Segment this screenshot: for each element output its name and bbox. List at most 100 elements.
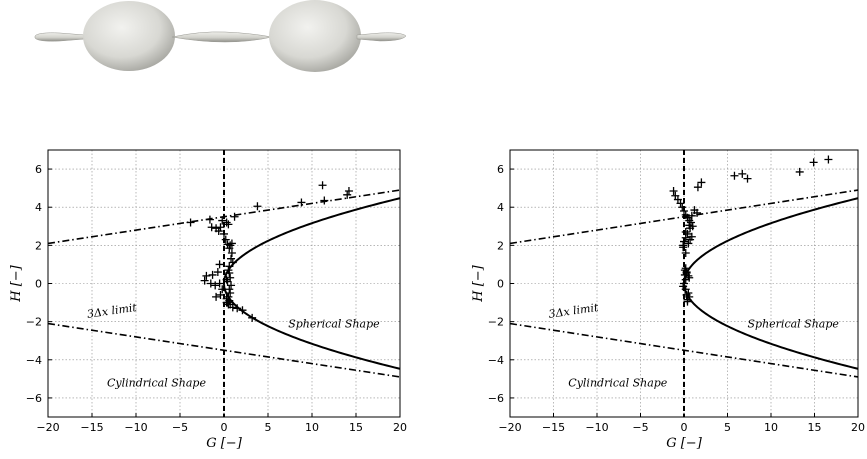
data-point	[226, 289, 235, 298]
x-tick-label: 15	[808, 421, 822, 434]
data-point	[228, 303, 237, 312]
thread-right	[356, 32, 407, 42]
data-point	[213, 268, 222, 277]
data-point	[682, 290, 691, 299]
data-point	[230, 212, 239, 221]
x-tick-label: 10	[305, 421, 319, 434]
y-tick-label: −4	[26, 354, 42, 367]
data-point	[686, 235, 695, 244]
x-axis-label: G [−]	[666, 436, 702, 451]
y-axis-label: H [−]	[9, 264, 24, 302]
x-tick-label: −20	[498, 421, 521, 434]
data-point	[320, 196, 329, 205]
data-point	[680, 237, 688, 246]
plot-content	[510, 150, 858, 417]
data-point	[297, 198, 306, 207]
limit-line-upper	[510, 189, 858, 245]
y-tick-label: 2	[35, 239, 42, 252]
data-point	[697, 178, 706, 187]
annotation-limit: 3Δx limit	[86, 301, 138, 321]
y-tick-label: 4	[497, 201, 504, 214]
annotation-cylindrical: Cylindrical Shape	[107, 376, 207, 389]
plot-content	[48, 150, 400, 417]
data-point	[684, 239, 693, 248]
data-point	[676, 199, 685, 208]
data-point	[205, 215, 214, 224]
data-point	[233, 304, 242, 313]
data-point	[215, 260, 224, 269]
x-tick-label: 5	[724, 421, 731, 434]
data-point	[218, 285, 227, 294]
data-point	[211, 281, 220, 290]
y-tick-label: −4	[488, 354, 504, 367]
x-tick-label: −5	[632, 421, 648, 434]
data-point	[227, 248, 236, 257]
data-point	[679, 241, 688, 250]
y-tick-label: 6	[497, 163, 504, 176]
data-point	[683, 229, 692, 238]
data-point	[225, 269, 234, 278]
annotation-spherical: Spherical Shape	[288, 317, 380, 330]
x-axis-label: G [−]	[206, 436, 242, 451]
data-point	[738, 169, 747, 178]
annotation-limit: 3Δx limit	[548, 301, 600, 321]
data-point	[227, 254, 236, 263]
data-point	[202, 271, 211, 280]
x-tick-label: −10	[124, 421, 147, 434]
data-point	[684, 289, 693, 298]
data-point	[220, 229, 228, 238]
data-point	[218, 216, 227, 225]
x-tick-label: 10	[764, 421, 778, 434]
data-point	[743, 174, 752, 183]
data-point	[207, 223, 216, 232]
data-point	[222, 275, 231, 284]
y-tick-label: 2	[497, 239, 504, 252]
data-point	[693, 183, 702, 192]
data-point	[186, 218, 195, 227]
limit-line-lower	[48, 322, 400, 378]
data-point	[669, 187, 678, 196]
data-point	[223, 277, 232, 286]
data-point	[227, 281, 236, 290]
data-point	[730, 171, 739, 180]
x-tick-label: 20	[851, 421, 865, 434]
x-tick-label: 0	[221, 421, 228, 434]
droplet-thread-render	[34, 0, 407, 72]
y-axis-label: H [−]	[471, 264, 486, 302]
data-point	[681, 248, 690, 257]
data-point	[253, 202, 262, 211]
data-point	[225, 262, 234, 271]
limit-line-upper	[48, 189, 400, 245]
data-point	[824, 155, 833, 164]
data-point	[318, 181, 327, 190]
y-tick-label: 0	[35, 278, 42, 291]
data-point	[795, 167, 804, 176]
data-point	[214, 227, 223, 236]
data-point	[678, 203, 687, 212]
limit-line-lower	[510, 322, 858, 378]
data-point	[680, 270, 689, 279]
thread-middle	[171, 31, 273, 43]
y-tick-label: −6	[488, 392, 504, 405]
x-tick-label: 0	[681, 421, 688, 434]
data-point	[680, 207, 688, 216]
data-point	[216, 223, 225, 232]
data-point	[248, 313, 257, 322]
x-tick-label: −15	[542, 421, 565, 434]
data-point	[212, 292, 221, 301]
data-point	[227, 239, 236, 248]
data-point	[683, 297, 692, 306]
parabola-curve	[222, 197, 400, 370]
data-point	[225, 285, 234, 294]
y-tick-label: −2	[488, 316, 504, 329]
annotation-cylindrical: Cylindrical Shape	[568, 376, 668, 389]
x-tick-label: −5	[172, 421, 188, 434]
data-point	[222, 218, 231, 227]
y-tick-label: 0	[497, 278, 504, 291]
data-point	[685, 221, 694, 230]
x-tick-label: −15	[80, 421, 103, 434]
droplet-right	[269, 0, 361, 72]
